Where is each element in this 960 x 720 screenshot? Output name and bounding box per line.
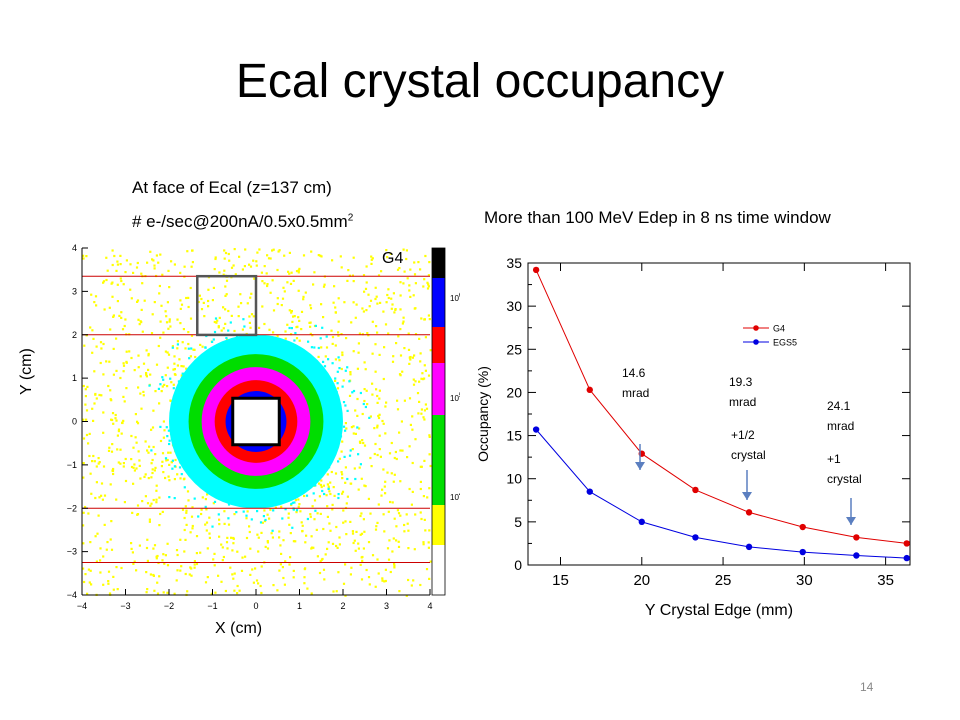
x-tick-label: 35	[877, 572, 894, 589]
left-x-tick-label: 1	[297, 601, 302, 611]
left-caption: At face of Ecal (z=137 cm)	[132, 178, 332, 197]
data-point-g4	[532, 266, 540, 274]
x-tick-label: 25	[715, 572, 732, 589]
left-y-tick-label: 2	[72, 330, 77, 340]
x-axis-label: Y Crystal Edge (mm)	[645, 602, 793, 619]
data-point-g4	[853, 534, 860, 541]
occupancy-line-chart: 0 5 10 15 20 25 30 35 15 20 25 30 35 G4 EGS5 Y Crystal …	[475, 255, 911, 619]
left-x-tick-label: 3	[384, 601, 389, 611]
colorbar-segment	[432, 545, 445, 595]
series-line-egs5	[535, 429, 907, 559]
y-tick-label: 0	[514, 557, 522, 573]
annotation-24-1-mrad: 24.1 mrad	[827, 399, 855, 433]
beam-hole	[234, 399, 278, 444]
colorbar-segment	[432, 248, 445, 278]
legend-label-g4: G4	[773, 324, 785, 334]
legend-marker-g4	[753, 325, 759, 331]
arrow-head	[635, 462, 645, 470]
annotation-one-crystal: +1 crystal	[827, 452, 862, 486]
model-label: G4	[382, 250, 403, 267]
legend-marker-egs5	[753, 339, 759, 345]
left-x-tick-label: −2	[164, 601, 174, 611]
left-y-tick-label: −4	[67, 590, 77, 600]
page-number: 14	[860, 680, 874, 694]
left-subcaption-text: # e-/sec@200nA/0.5x0.5mm	[132, 212, 348, 231]
left-y-tick-label: 3	[72, 286, 77, 296]
slide-title: Ecal crystal occupancy	[235, 55, 725, 108]
colorbar-segment	[432, 363, 445, 415]
y-tick-label: 35	[506, 255, 522, 271]
data-point-g4	[745, 509, 753, 516]
left-x-tick-label: −3	[120, 601, 130, 611]
colorbar-frame	[431, 247, 446, 596]
chart-frame	[527, 262, 911, 566]
colorbar-segment	[432, 460, 445, 505]
annotation-half-crystal: +1/2 crystal	[731, 428, 766, 462]
left-subcaption-sup: 2	[347, 212, 354, 224]
data-point-g4	[903, 540, 910, 547]
data-point-egs5	[586, 488, 593, 495]
left-y-tick-label: 0	[72, 417, 77, 427]
right-caption: More than 100 MeV Edep in 8 ns time wind…	[484, 208, 831, 227]
y-tick-label: 30	[506, 298, 522, 314]
data-point-egs5	[745, 543, 753, 551]
data-point-egs5	[532, 426, 540, 433]
colorbar-label: 106	[450, 293, 460, 303]
arrow-head	[846, 517, 856, 525]
annotation-19-3-mrad: 19.3 mrad	[729, 375, 757, 409]
y-tick-label: 25	[506, 341, 522, 357]
series-line-g4	[535, 269, 907, 544]
data-point-egs5	[799, 548, 806, 556]
crystal-box	[196, 274, 258, 337]
y-tick-label: 10	[506, 471, 522, 487]
left-x-axis-label: X (cm)	[215, 620, 263, 637]
left-y-axis-label: Y (cm)	[18, 348, 35, 395]
left-y-tick-label: −3	[67, 547, 77, 557]
arrow-head	[742, 492, 752, 500]
y-tick-label: 5	[514, 514, 522, 530]
left-x-tick-label: 4	[427, 601, 432, 611]
y-tick-label: 20	[506, 384, 522, 400]
data-point-g4	[799, 523, 806, 531]
left-y-tick-label: −2	[67, 503, 77, 513]
colorbar-segment	[432, 278, 445, 327]
colorbar-label: 105	[450, 393, 460, 403]
colorbar-label: 104	[450, 492, 460, 502]
colorbar-segment	[432, 505, 445, 545]
colorbar-segment	[432, 415, 445, 460]
data-point-egs5	[692, 534, 699, 541]
colorbar-segment	[432, 327, 445, 363]
left-y-tick-label: −1	[67, 460, 77, 470]
y-axis-label: Occupancy (%)	[475, 366, 491, 462]
x-tick-label: 30	[796, 572, 813, 589]
data-point-egs5	[903, 554, 910, 562]
y-tick-label: 15	[506, 428, 522, 444]
data-point-egs5	[638, 518, 645, 526]
left-x-tick-label: 0	[253, 601, 258, 611]
annotation-14-6-mrad: 14.6 mrad	[622, 366, 650, 400]
data-point-g4	[586, 386, 593, 394]
x-tick-label: 20	[633, 572, 650, 589]
left-y-tick-label: 1	[72, 373, 77, 383]
left-x-tick-label: −4	[77, 601, 87, 611]
data-point-g4	[692, 486, 699, 494]
data-point-egs5	[853, 552, 860, 559]
left-x-tick-label: 2	[340, 601, 345, 611]
left-y-tick-label: 4	[72, 243, 77, 253]
left-subcaption: # e-/sec@200nA/0.5x0.5mm2	[132, 212, 353, 232]
occupancy-heatmap: −4−4 −3 −3 −2 −2 −1 −1 0 0 1 1 2 2 3 3 4 4 106 105 104 G4	[67, 243, 460, 611]
legend-label-egs5: EGS5	[773, 338, 797, 348]
left-x-tick-label: −1	[207, 601, 217, 611]
x-tick-label: 15	[552, 572, 569, 589]
